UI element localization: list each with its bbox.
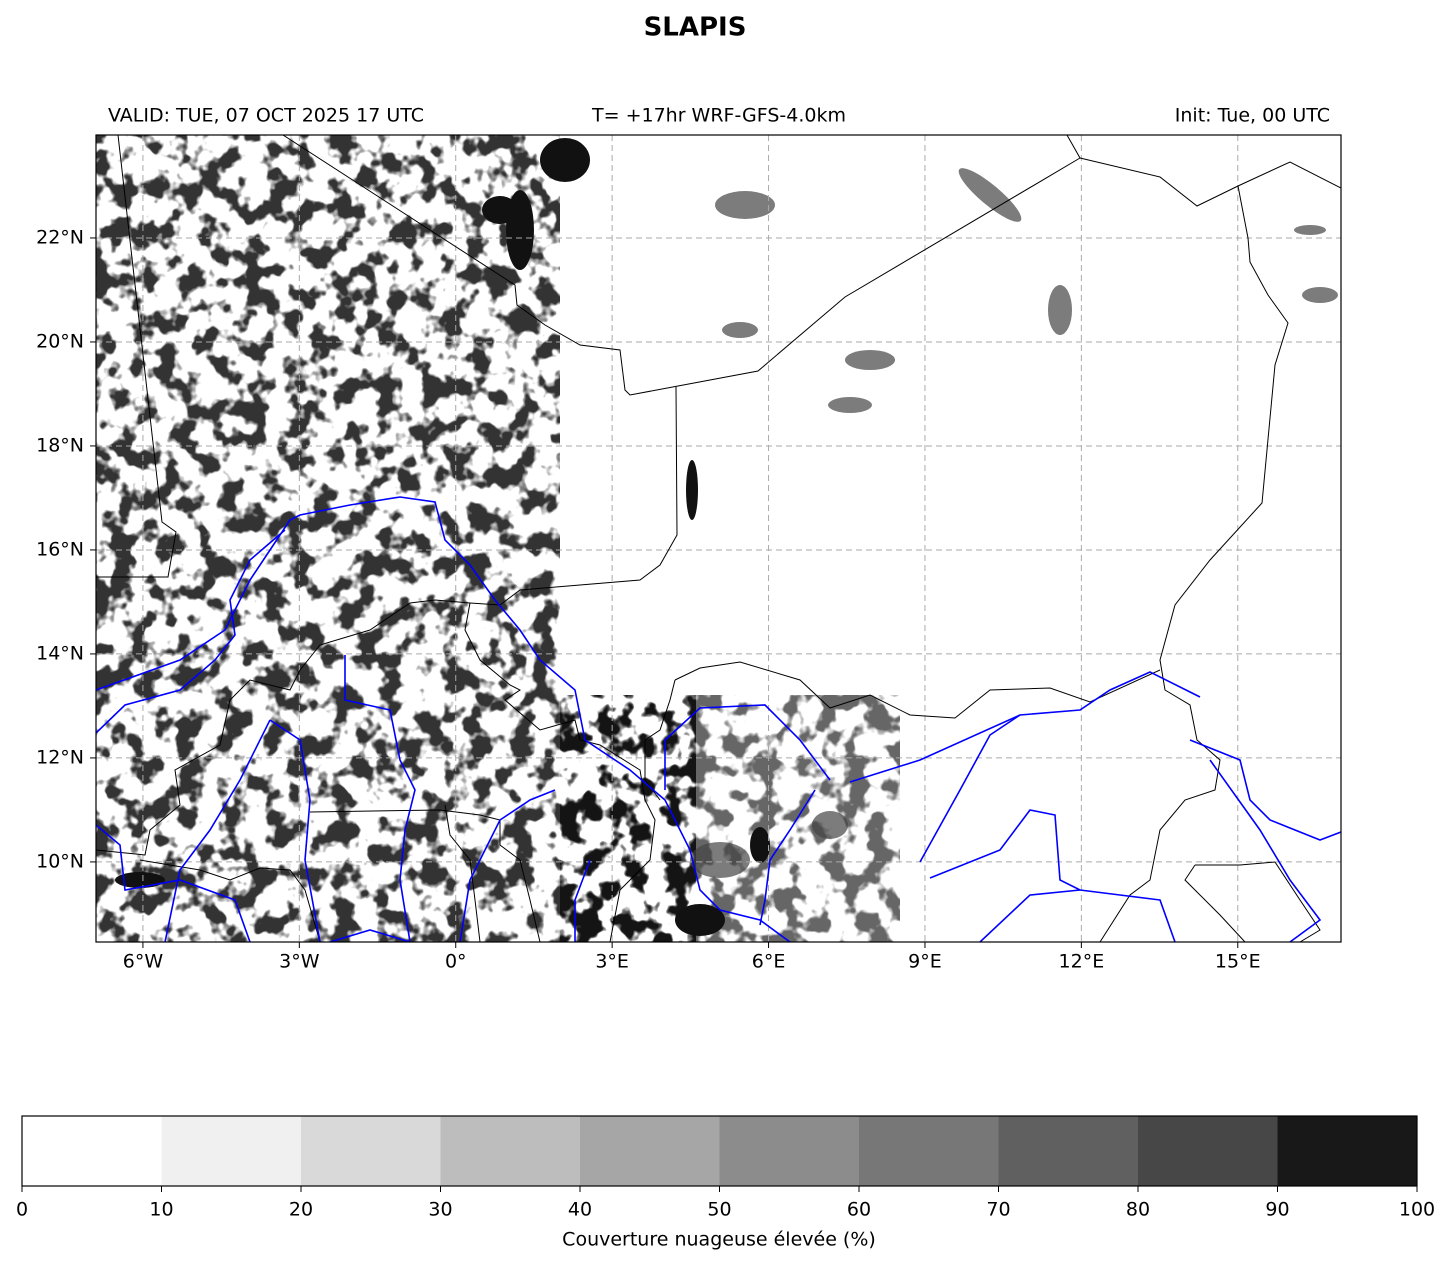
- lon-tick-label: 6°W: [123, 951, 164, 973]
- colorbar-segment: [301, 1116, 441, 1186]
- header-left: VALID: TUE, 07 OCT 2025 17 UTC: [108, 105, 424, 127]
- colorbar-segment: [719, 1116, 859, 1186]
- colorbar-segment: [580, 1116, 720, 1186]
- lon-tick-label: 15°E: [1215, 951, 1261, 973]
- lat-tick-label: 22°N: [36, 226, 84, 248]
- cloud-field: [96, 135, 900, 942]
- lon-tick-label: 0°: [445, 951, 467, 973]
- lon-tick-label: 3°E: [595, 951, 629, 973]
- colorbar-tick-label: 60: [847, 1199, 871, 1221]
- cloud-cores: [115, 138, 770, 936]
- colorbar-tick-label: 100: [1399, 1199, 1435, 1221]
- rivers: [96, 496, 1341, 942]
- header-center: T= +17hr WRF-GFS-4.0km: [591, 105, 846, 127]
- colorbar-tick-label: 0: [16, 1199, 28, 1221]
- colorbar-tick-label: 20: [289, 1199, 313, 1221]
- lat-tick-label: 10°N: [36, 850, 84, 872]
- lat-tick-label: 20°N: [36, 330, 84, 352]
- header-right: Init: Tue, 00 UTC: [1175, 105, 1330, 127]
- colorbar-tick-label: 30: [428, 1199, 452, 1221]
- colorbar-tick-label: 70: [986, 1199, 1010, 1221]
- colorbar-segment: [859, 1116, 999, 1186]
- lat-tick-label: 16°N: [36, 538, 84, 560]
- colorbar-tick-label: 50: [707, 1199, 731, 1221]
- colorbar-segment: [998, 1116, 1138, 1186]
- title: SLAPIS: [644, 13, 747, 43]
- map-area: [96, 135, 1341, 942]
- colorbar-segment: [440, 1116, 580, 1186]
- cloud-patches: [690, 168, 1338, 878]
- colorbar-segment: [1138, 1116, 1278, 1186]
- lon-tick-label: 3°W: [279, 951, 320, 973]
- map-frame: [95, 134, 1342, 943]
- colorbar-tick-label: 80: [1126, 1199, 1150, 1221]
- lon-tick-label: 6°E: [752, 951, 786, 973]
- colorbar-segment: [22, 1116, 162, 1186]
- borders: [96, 135, 1341, 942]
- lat-tick-label: 14°N: [36, 642, 84, 664]
- lat-tick-label: 12°N: [36, 746, 84, 768]
- lon-tick-label: 12°E: [1059, 951, 1105, 973]
- lon-tick-label: 9°E: [908, 951, 942, 973]
- colorbar-segment: [161, 1116, 301, 1186]
- colorbar-segment: [1277, 1116, 1417, 1186]
- colorbar-tick-label: 90: [1265, 1199, 1289, 1221]
- colorbar-tick-label: 10: [149, 1199, 173, 1221]
- colorbar-label: Couverture nuageuse élevée (%): [562, 1229, 876, 1251]
- colorbar-tick-label: 40: [568, 1199, 592, 1221]
- lat-tick-label: 18°N: [36, 434, 84, 456]
